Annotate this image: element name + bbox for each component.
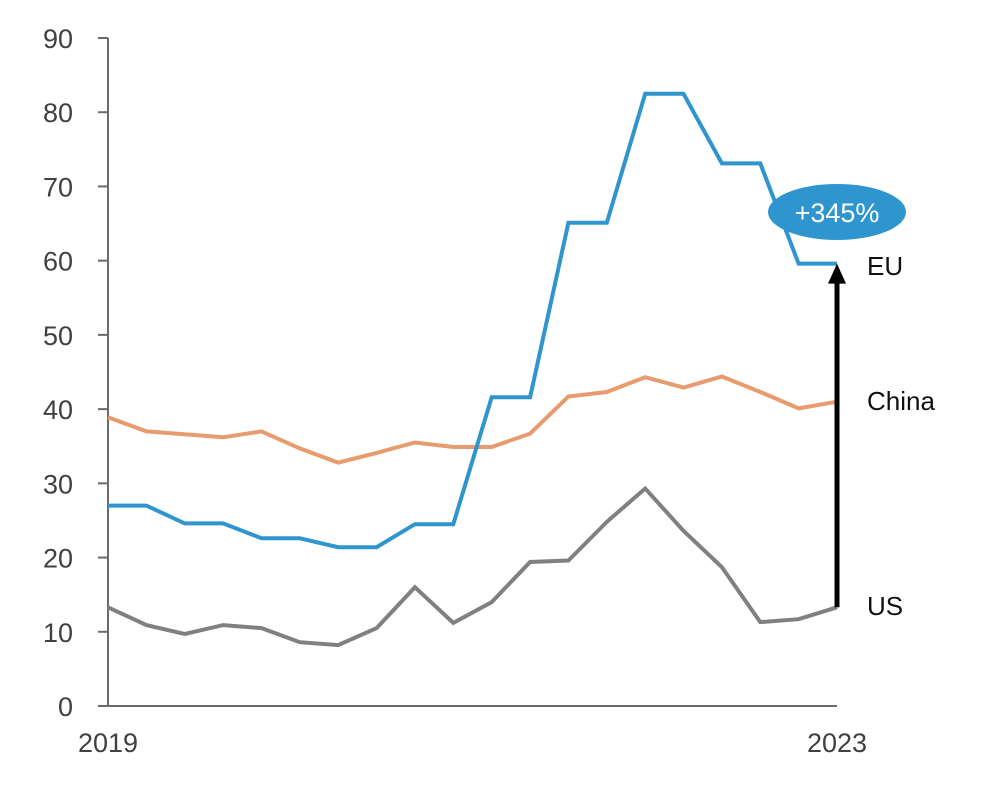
series-lines [107,91,838,648]
change-badge-text: +345% [795,198,880,228]
change-badge [768,184,906,240]
y-tick-label: 0 [58,692,73,722]
y-axis-ticks: 0 10 20 30 40 50 60 70 80 90 [43,24,108,722]
y-tick-label: 40 [43,395,73,425]
series-line-eu [108,91,837,550]
x-tick-label: 2019 [78,728,138,758]
arrow-head-icon [828,263,846,284]
series-line-china [107,374,838,465]
x-tick-label: 2023 [807,728,867,758]
y-tick-label: 30 [43,469,73,499]
series-label-eu: EU [867,251,903,281]
x-axis-ticks: 2019 2023 [78,728,867,758]
y-tick-label: 60 [43,247,73,277]
y-tick-label: 50 [43,321,73,351]
series-label-us: US [867,591,903,621]
annotations: +345% [768,184,906,608]
y-tick-label: 70 [43,172,73,202]
y-tick-label: 20 [43,544,73,574]
y-tick-label: 80 [43,98,73,128]
y-tick-label: 10 [43,618,73,648]
series-labels: EU China US [867,251,935,621]
y-tick-label: 90 [43,24,73,54]
series-line-us [107,485,838,648]
series-label-china: China [867,386,935,416]
